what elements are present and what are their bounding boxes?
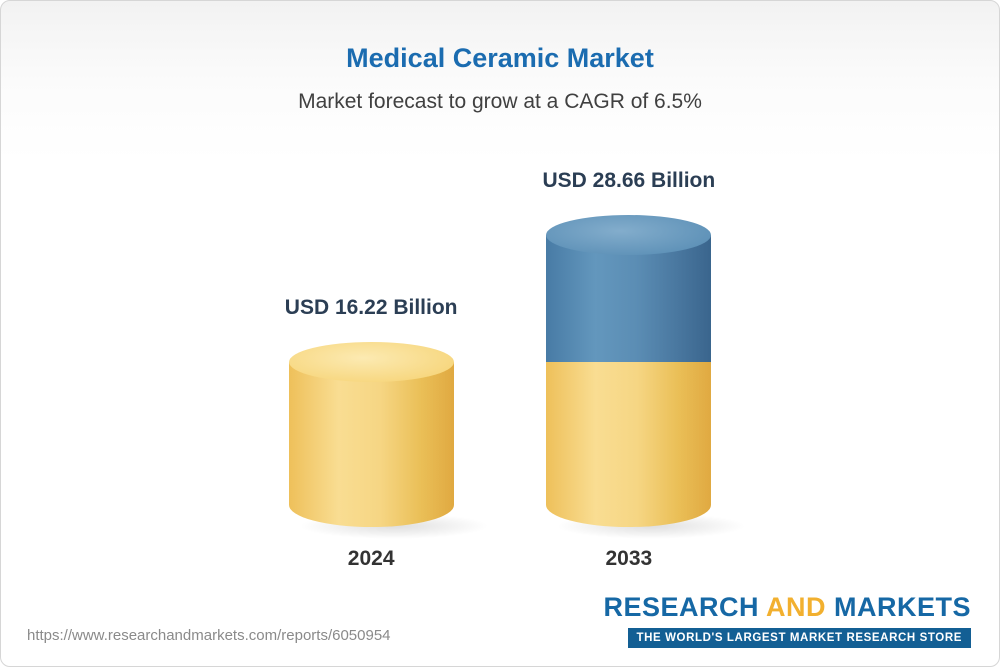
logo-word-and: AND xyxy=(765,592,826,622)
cylinder-top-ellipse xyxy=(288,341,454,382)
cylinder-2024 xyxy=(288,341,489,539)
logo-word-markets: MARKETS xyxy=(834,592,971,622)
cylinder-top-ellipse xyxy=(546,214,712,255)
value-label-2024: USD 16.22 Billion xyxy=(284,295,458,319)
chart-area: USD 16.22 Billion 2024 USD 28.66 Billion xyxy=(1,169,999,571)
growth-segment-2033 xyxy=(546,234,712,362)
cylinder-body-2024 xyxy=(288,361,454,527)
bar-group-2033: USD 28.66 Billion 2033 xyxy=(542,168,747,571)
year-label-2024: 2024 xyxy=(347,547,395,570)
source-url-link[interactable]: https://www.researchandmarkets.com/repor… xyxy=(27,627,391,644)
bar-group-2024: USD 16.22 Billion 2024 xyxy=(284,295,489,571)
year-label-2033: 2033 xyxy=(605,547,653,570)
value-label-2033: USD 28.66 Billion xyxy=(542,168,716,192)
research-and-markets-logo: RESEARCH AND MARKETS THE WORLD'S LARGEST… xyxy=(603,592,971,648)
base-segment-2033 xyxy=(546,361,712,527)
chart-subtitle: Market forecast to grow at a CAGR of 6.5… xyxy=(298,90,702,113)
cylinder-2033 xyxy=(546,214,747,539)
chart-header: Medical Ceramic Market Market forecast t… xyxy=(1,1,999,114)
logo-wordmark: RESEARCH AND MARKETS xyxy=(603,592,971,623)
chart-title: Medical Ceramic Market xyxy=(346,43,654,73)
logo-tagline: THE WORLD'S LARGEST MARKET RESEARCH STOR… xyxy=(627,628,971,648)
logo-word-research: RESEARCH xyxy=(603,592,759,622)
